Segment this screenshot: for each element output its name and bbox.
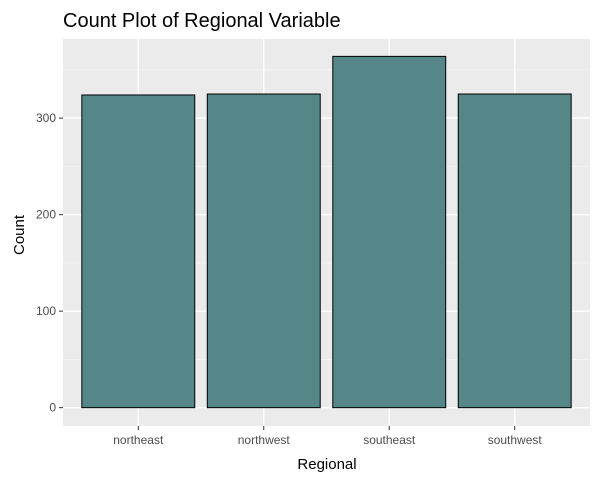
chart-title: Count Plot of Regional Variable bbox=[63, 10, 341, 32]
bar-northeast bbox=[81, 94, 196, 409]
bar-northwest bbox=[206, 93, 321, 409]
bar-southeast bbox=[332, 55, 447, 409]
y-axis: 0 100 200 300 bbox=[36, 111, 63, 415]
y-tick-label: 200 bbox=[36, 208, 56, 222]
x-axis: northeast northwest southeast southwest bbox=[113, 426, 542, 447]
x-tick-label: southeast bbox=[363, 433, 416, 447]
x-axis-title: Regional bbox=[297, 456, 356, 473]
x-tick-label: southwest bbox=[488, 433, 543, 447]
bars bbox=[81, 55, 572, 409]
y-axis-title: Count bbox=[11, 214, 28, 255]
y-tick-label: 100 bbox=[36, 304, 56, 318]
bar-southwest bbox=[457, 93, 572, 409]
x-tick-label: northwest bbox=[238, 433, 291, 447]
x-tick-label: northeast bbox=[113, 433, 164, 447]
y-tick-label: 300 bbox=[36, 111, 56, 125]
y-tick-label: 0 bbox=[49, 401, 56, 415]
